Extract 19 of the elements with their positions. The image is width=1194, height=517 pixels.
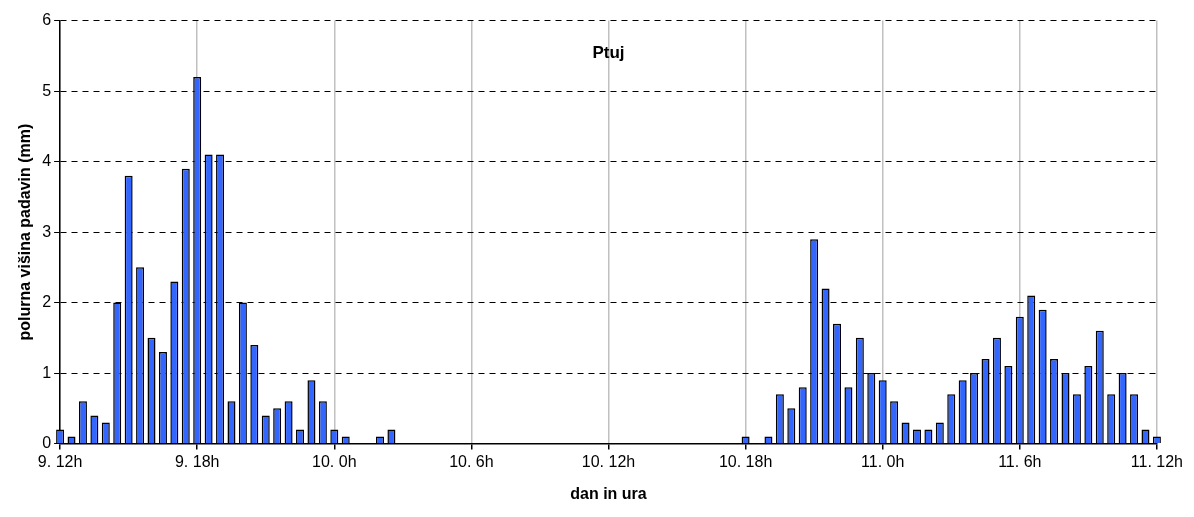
y-axis-title: polurna višina padavin (mm) <box>16 123 34 341</box>
text: Ptuj <box>592 43 625 63</box>
x-tick-label: 10. 0h <box>312 452 357 470</box>
y-tick-label: 6 <box>42 11 52 29</box>
x-tick-label: 10. 6h <box>449 452 494 470</box>
x-tick-label: 9. 18h <box>174 452 220 470</box>
x-tick-label: 11. 0h <box>861 452 905 470</box>
x-axis-title: dan in ura <box>570 484 647 502</box>
y-tick-label: 0 <box>42 434 52 452</box>
y-tick-label: 5 <box>42 81 52 99</box>
x-tick-label: 9. 12h <box>37 452 83 470</box>
y-tick-label: 4 <box>42 152 52 170</box>
x-tick-label: 11. 12h <box>1130 452 1183 470</box>
y-tick-label: 1 <box>42 363 52 381</box>
x-tick-label: 10. 12h <box>581 452 636 470</box>
x-tick-label: 10. 18h <box>718 452 773 470</box>
x-tick-label: 11. 6h <box>998 452 1042 470</box>
y-tick-label: 3 <box>42 222 52 240</box>
y-tick-label: 2 <box>42 293 52 311</box>
